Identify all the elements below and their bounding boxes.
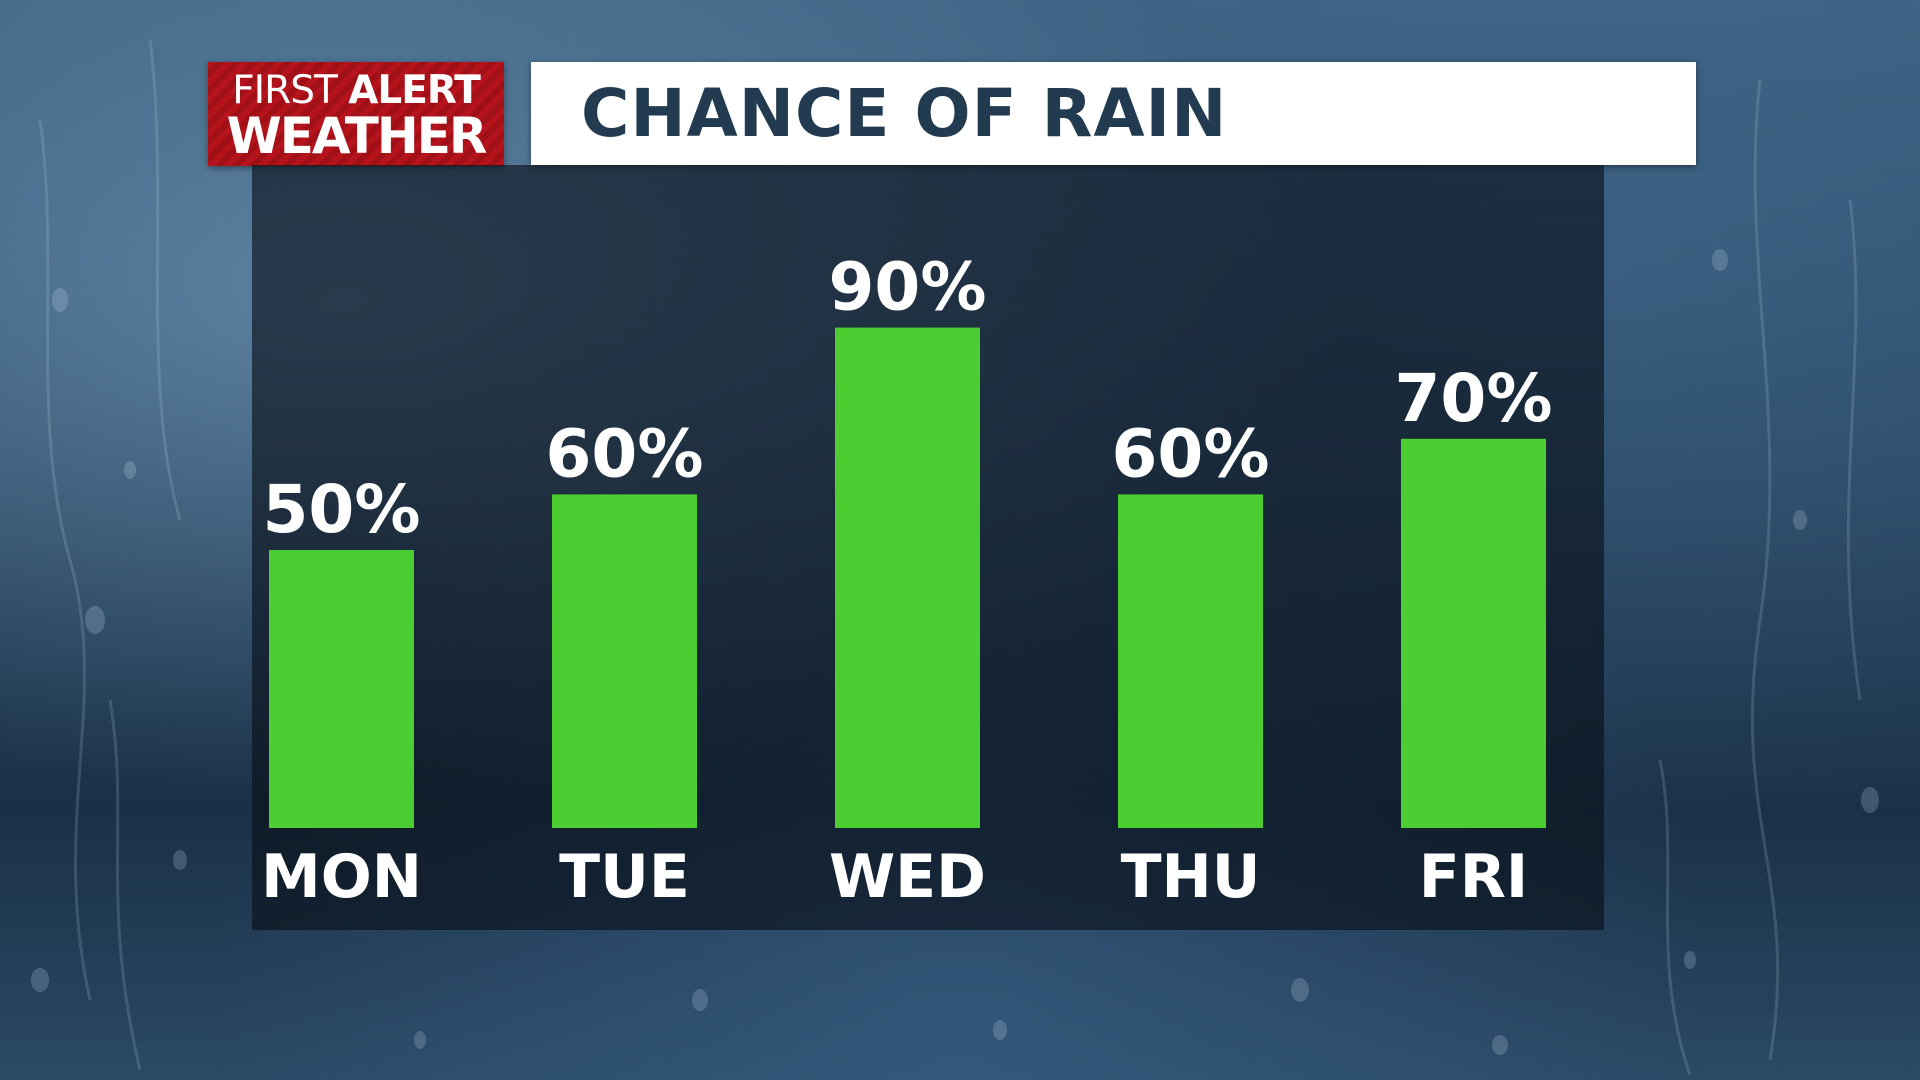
day-label-wed: WED <box>829 842 986 912</box>
bar-wed <box>835 327 980 828</box>
value-label-wed: 90% <box>829 249 987 326</box>
value-label-tue: 60% <box>546 415 704 492</box>
title-bar: CHANCE OF RAIN <box>531 62 1696 165</box>
bar-fri <box>1401 438 1546 828</box>
day-label-fri: FRI <box>1419 842 1529 912</box>
day-label-tue: TUE <box>559 842 690 912</box>
bar-mon <box>269 550 414 828</box>
value-label-thu: 60% <box>1112 415 1270 492</box>
day-label-mon: MON <box>261 842 422 912</box>
logo-line-1: FIRST ALERT <box>208 70 504 112</box>
value-label-fri: 70% <box>1395 360 1553 437</box>
logo-word-alert: ALERT <box>348 68 481 113</box>
logo-word-first: FIRST <box>232 68 338 113</box>
bar-tue <box>552 494 697 828</box>
chart-panel: 50% MON 60% TUE 90% WED 60% THU 70% FRI <box>252 165 1604 930</box>
bar-thu <box>1118 494 1263 828</box>
logo-word-weather: WEATHER <box>226 107 488 165</box>
day-label-thu: THU <box>1121 842 1261 912</box>
value-label-mon: 50% <box>263 471 421 548</box>
rain-chance-bar-chart: 50% MON 60% TUE 90% WED 60% THU 70% FRI <box>261 249 1553 912</box>
chart-title: CHANCE OF RAIN <box>581 75 1228 152</box>
first-alert-weather-logo: FIRST ALERT WEATHER <box>208 62 504 166</box>
